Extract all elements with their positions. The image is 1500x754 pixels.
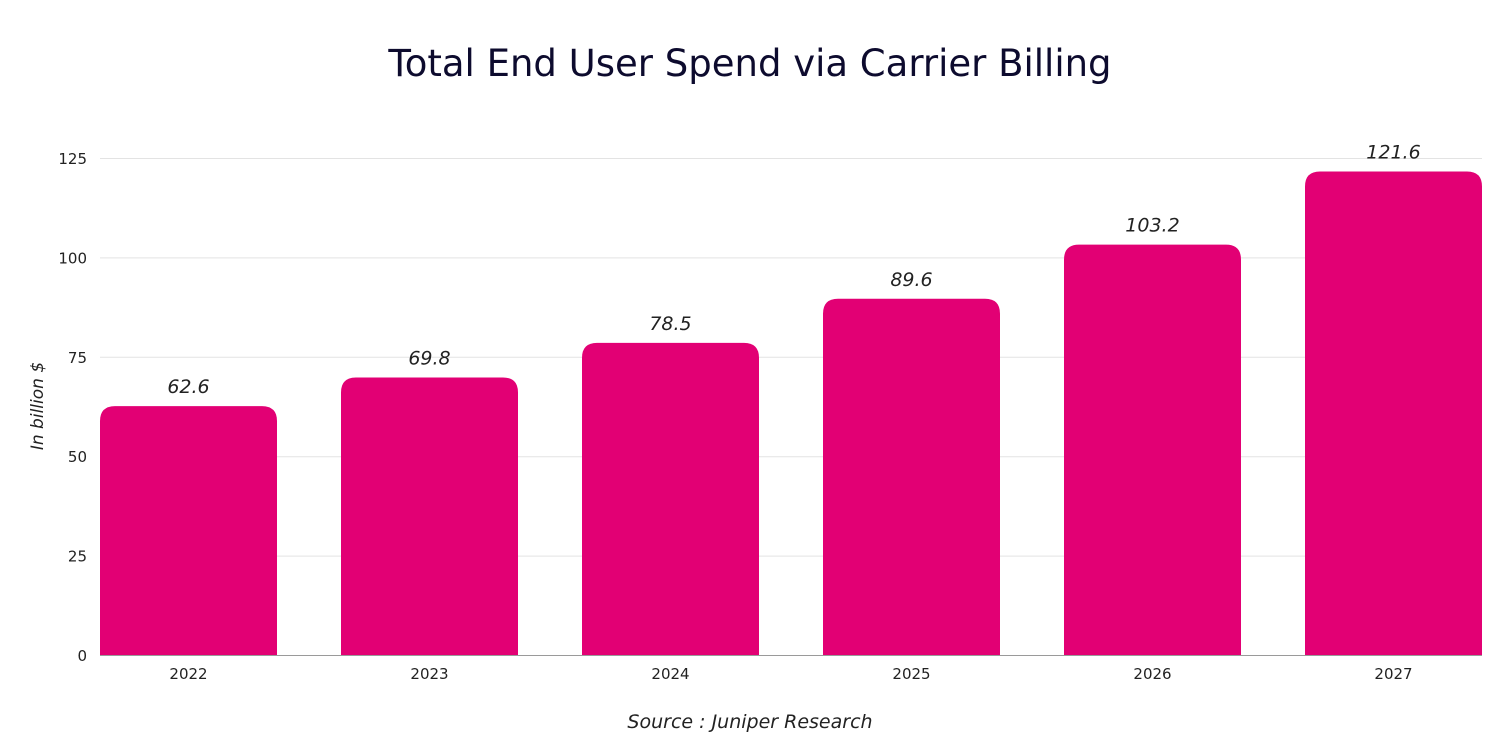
data-label: 121.6 [1366,142,1420,164]
data-label: 69.8 [408,347,450,369]
y-tick-label: 100 [58,249,87,267]
data-label: 62.6 [167,376,209,398]
data-labels: 62.6 69.8 78.5 89.6 103.2 121.6 [167,142,1420,399]
y-tick-label: 75 [68,349,87,367]
x-tick-label: 2027 [1374,665,1412,683]
bar-2027 [1305,171,1482,655]
bar-2022 [100,406,277,655]
chart-title: Total End User Spend via Carrier Billing [387,42,1111,85]
data-label: 78.5 [649,313,691,335]
bar-2024 [582,342,759,655]
x-tick-label: 2023 [410,665,448,683]
data-label: 89.6 [890,269,932,291]
source-note: Source : Juniper Research [627,711,872,733]
y-tick-labels: 0 25 50 75 100 125 [58,150,87,665]
gridlines [100,158,1482,557]
x-tick-label: 2024 [651,665,689,683]
bar-2025 [823,298,1000,655]
y-tick-label: 50 [68,448,87,466]
y-tick-label: 25 [68,548,87,566]
y-axis-label: In billion $ [28,362,48,450]
x-tick-label: 2025 [892,665,930,683]
data-label: 103.2 [1125,215,1179,237]
y-tick-label: 0 [77,647,87,665]
x-tick-label: 2026 [1133,665,1171,683]
bar-2023 [341,377,518,655]
y-tick-label: 125 [58,150,87,168]
x-tick-label: 2022 [169,665,207,683]
bars [100,171,1482,655]
bar-2026 [1064,244,1241,655]
x-tick-labels: 2022 2023 2024 2025 2026 2027 [169,665,1412,683]
